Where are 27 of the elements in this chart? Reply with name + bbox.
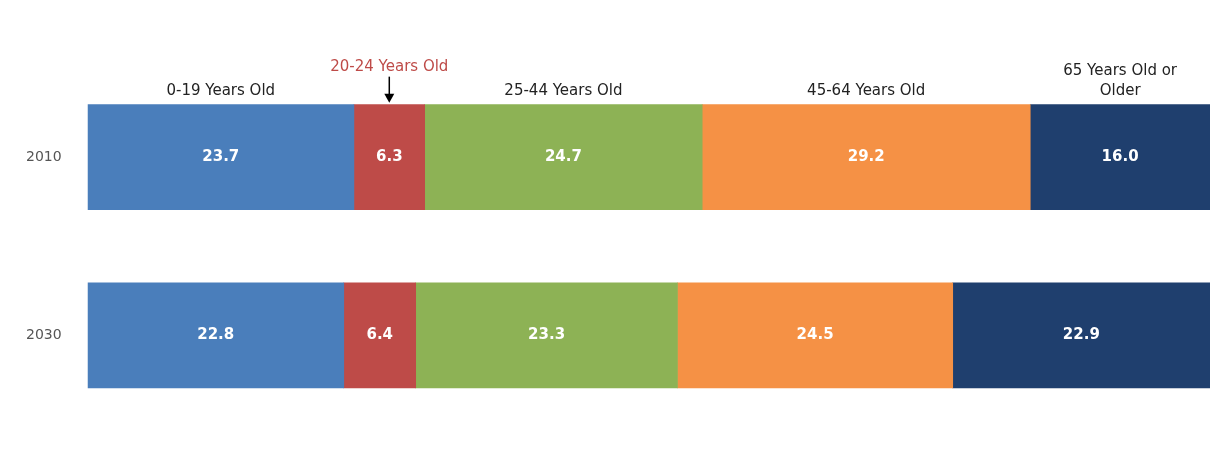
bar (424, 104, 703, 210)
bar (701, 104, 1031, 210)
bar (87, 104, 355, 210)
bar (1029, 104, 1210, 210)
series-label: 25-44 Years Old (504, 80, 623, 99)
data-label: 23.3 (528, 325, 566, 344)
series-label: 45-64 Years Old (807, 80, 926, 99)
series-label: 65 Years Old or Older (1063, 60, 1178, 99)
y-tick-label: 2010 (25, 147, 62, 164)
data-label: 16.0 (1101, 147, 1139, 166)
data-label: 24.7 (544, 147, 582, 166)
data-label: 23.7 (202, 147, 240, 166)
bar (343, 282, 417, 389)
bar (677, 282, 954, 389)
y-tick-label: 2030 (25, 326, 62, 343)
bar (415, 282, 678, 389)
data-label: 22.9 (1062, 325, 1100, 344)
data-label: 24.5 (796, 325, 834, 344)
data-label: 29.2 (847, 147, 885, 166)
bar (952, 282, 1210, 389)
bar (87, 282, 345, 389)
series-label: 0-19 Years Old (166, 80, 276, 99)
data-label: 6.4 (366, 325, 394, 344)
data-label: 6.3 (376, 147, 403, 166)
data-label: 22.8 (197, 325, 235, 344)
bar (353, 104, 426, 210)
text: 20-24 Years Old (330, 56, 449, 75)
